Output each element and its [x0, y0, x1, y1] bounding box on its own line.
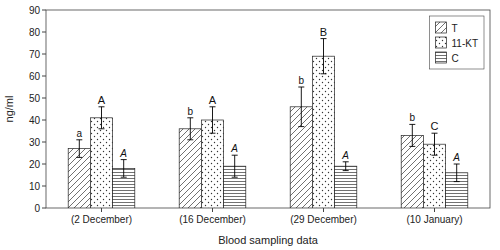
y-tick	[42, 10, 46, 11]
x-tick-label: (10 January)	[406, 214, 462, 225]
y-tick-label: 0	[34, 203, 40, 214]
y-tick	[42, 32, 46, 33]
stat-label: A	[341, 150, 349, 161]
stat-label: A	[452, 152, 460, 163]
y-tick	[42, 54, 46, 55]
x-axis-label: Blood sampling data	[218, 234, 319, 246]
chart: 0 10 20 30 40 50 60 70 80 90 (2 December) (16 Decem…	[0, 0, 500, 250]
y-tick-label: 90	[29, 5, 41, 16]
stat-label: A	[119, 148, 127, 159]
y-tick	[42, 120, 46, 121]
error-bar	[99, 107, 105, 129]
stat-label: A	[230, 143, 238, 154]
y-tick	[42, 76, 46, 77]
y-tick	[42, 98, 46, 99]
bar	[335, 166, 357, 208]
bar	[312, 56, 334, 208]
error-bar	[343, 162, 349, 171]
stat-label: b	[188, 106, 194, 117]
bars	[68, 39, 468, 208]
legend-swatch	[436, 52, 447, 63]
stat-label: b	[410, 112, 416, 123]
y-tick-label: 80	[29, 27, 41, 38]
stat-label: a	[77, 128, 83, 139]
plot-frame	[46, 10, 490, 208]
error-bar	[321, 39, 327, 74]
x-tick-label: (16 December)	[179, 214, 246, 225]
x-tick-label: (29 December)	[290, 214, 357, 225]
stat-label: B	[320, 26, 327, 38]
y-tick	[42, 164, 46, 165]
stat-label: b	[299, 75, 305, 86]
annotations: a b b b A A B C A A A A	[77, 26, 461, 163]
y-tick	[42, 208, 46, 209]
legend-label: 11-KT	[452, 38, 479, 49]
bar	[179, 129, 201, 208]
y-tick-label: 40	[29, 115, 41, 126]
stat-label: A	[98, 94, 106, 106]
y-tick-label: 20	[29, 159, 41, 170]
x-tick	[323, 208, 324, 212]
y-axis-label: ng/ml	[3, 96, 15, 123]
y-tick	[42, 142, 46, 143]
legend-swatch	[436, 37, 447, 48]
legend-swatch	[436, 22, 447, 33]
x-tick	[212, 208, 213, 212]
legend-label: T	[452, 23, 458, 34]
error-bar	[432, 133, 438, 155]
stat-label: A	[209, 94, 217, 106]
x-tick	[434, 208, 435, 212]
y-tick	[42, 186, 46, 187]
error-bar	[454, 164, 460, 182]
error-bar	[232, 155, 238, 177]
error-bar	[409, 124, 415, 146]
error-bar	[76, 140, 82, 158]
x-tick	[101, 208, 102, 212]
x-tick-label: (2 December)	[71, 214, 132, 225]
y-tick-label: 30	[29, 137, 41, 148]
error-bar	[187, 118, 193, 140]
y-tick-label: 50	[29, 93, 41, 104]
error-bar	[210, 107, 216, 133]
y-tick-label: 60	[29, 71, 41, 82]
error-bar	[121, 160, 127, 178]
legend-label: C	[452, 53, 459, 64]
legend: T 11-KT C	[430, 16, 485, 69]
bar	[90, 118, 112, 208]
error-bar	[298, 87, 304, 127]
legend-box	[430, 16, 485, 69]
y-tick-label: 70	[29, 49, 41, 60]
y-tick-label: 10	[29, 181, 41, 192]
stat-label: C	[431, 120, 439, 132]
